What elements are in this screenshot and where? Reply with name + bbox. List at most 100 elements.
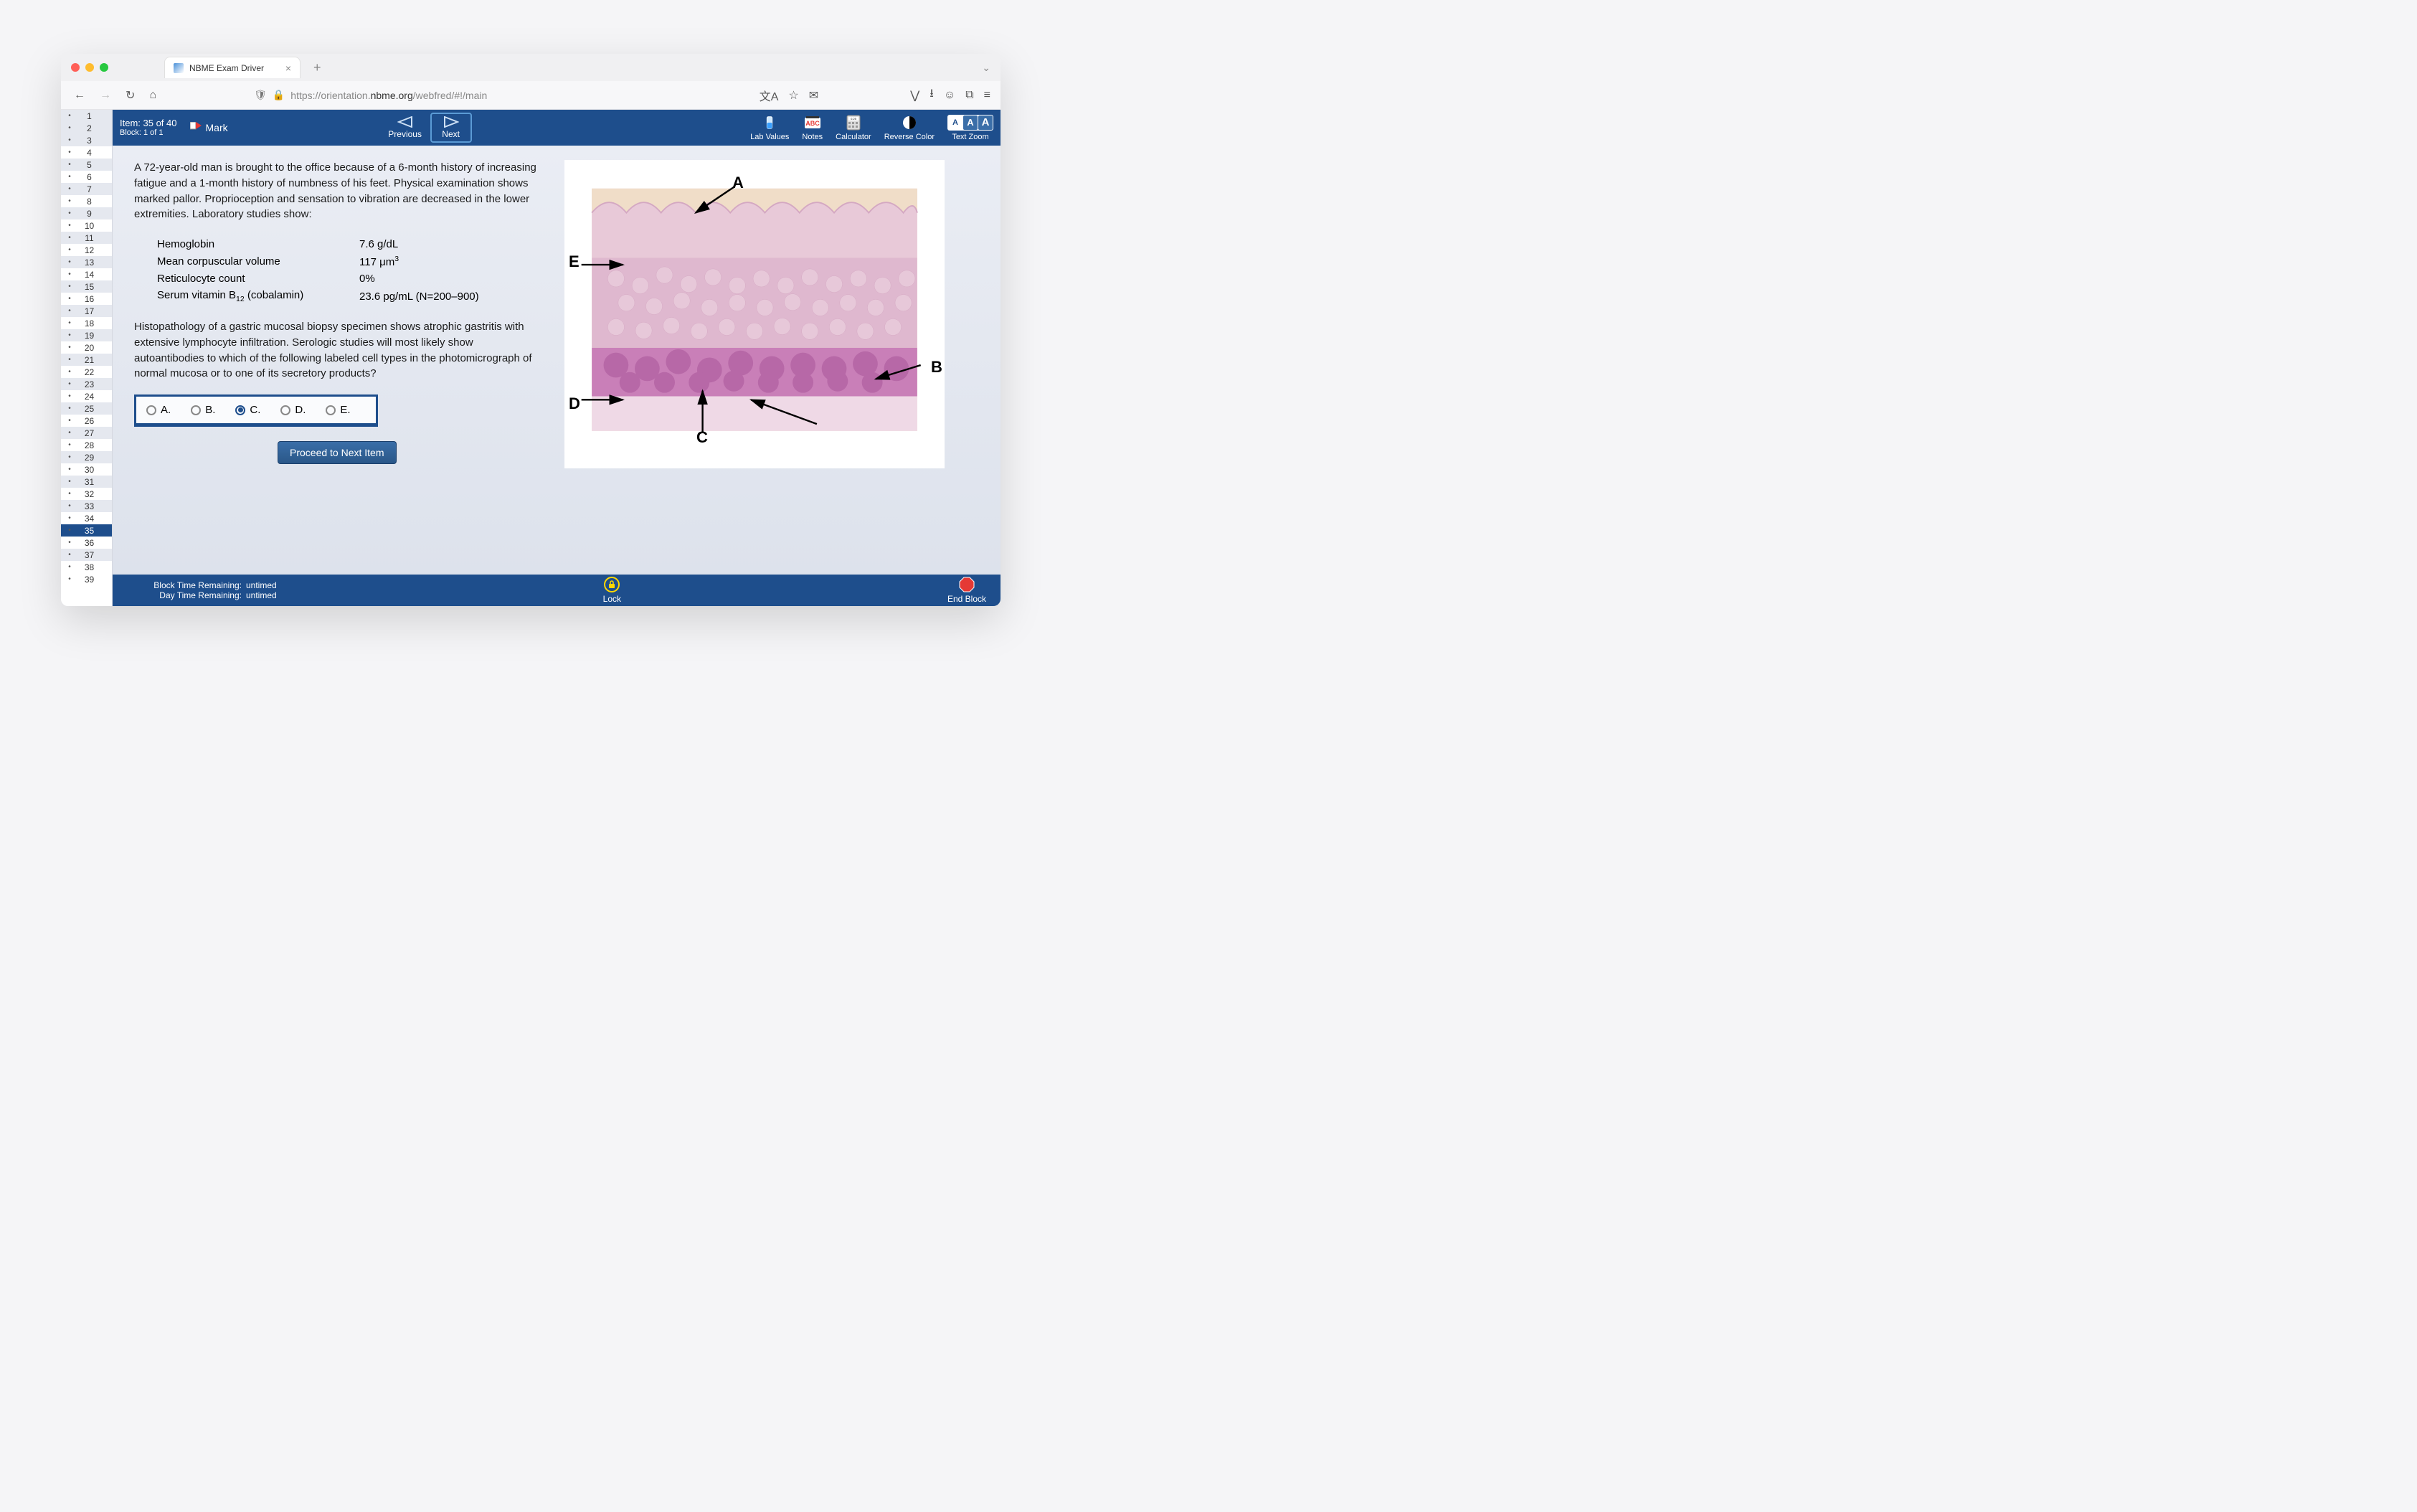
option-label: A. (161, 404, 171, 416)
radio-icon (326, 405, 336, 415)
navigator-item-33[interactable]: •33 (61, 500, 112, 512)
new-tab-button[interactable]: + (306, 60, 328, 75)
navigator-item-37[interactable]: •37 (61, 549, 112, 561)
navigator-item-3[interactable]: •3 (61, 134, 112, 146)
end-block-button[interactable]: End Block (947, 577, 986, 604)
histology-image[interactable]: A B C D E (574, 170, 935, 443)
navigator-item-22[interactable]: •22 (61, 366, 112, 378)
navigator-item-14[interactable]: •14 (61, 268, 112, 280)
menu-icon[interactable]: ≡ (984, 89, 990, 102)
navigator-item-38[interactable]: •38 (61, 561, 112, 573)
exam-topbar: Item: 35 of 40 Block: 1 of 1 Mark Previo… (113, 110, 1001, 146)
translate-icon[interactable]: 文A (760, 87, 779, 104)
svg-text:0.25: 0.25 (851, 117, 857, 121)
reload-button[interactable]: ↻ (123, 85, 138, 105)
navigator-item-7[interactable]: •7 (61, 183, 112, 195)
url-field[interactable]: 🛡 🔒 https://orientation.nbme.org/webfred… (254, 89, 720, 101)
answer-option-E[interactable]: E. (326, 404, 350, 416)
tabs-overflow-icon[interactable]: ⌄ (982, 62, 990, 74)
proceed-button[interactable]: Proceed to Next Item (278, 441, 397, 464)
image-label-b: B (931, 358, 942, 377)
browser-tab[interactable]: NBME Exam Driver × (164, 57, 301, 78)
navigator-item-13[interactable]: •13 (61, 256, 112, 268)
calculator-button[interactable]: 0.25 Calculator (836, 115, 871, 141)
navigator-item-35[interactable]: •35 (61, 524, 112, 537)
minimize-window-icon[interactable] (85, 63, 94, 72)
mark-label: Mark (206, 122, 228, 133)
navigator-item-10[interactable]: •10 (61, 219, 112, 232)
navigator-item-24[interactable]: •24 (61, 390, 112, 402)
extensions-icon[interactable]: ⧉ (965, 89, 973, 102)
calculator-icon: 0.25 (844, 115, 863, 131)
lab-values-button[interactable]: Lab Values (750, 115, 789, 141)
navigator-item-6[interactable]: •6 (61, 171, 112, 183)
stop-icon (959, 577, 975, 592)
answer-option-B[interactable]: B. (191, 404, 215, 416)
block-time-value: untimed (246, 580, 277, 590)
next-button[interactable]: Next (430, 113, 472, 143)
download-icon[interactable]: ⭳ (930, 85, 934, 105)
home-button[interactable]: ⌂ (146, 86, 159, 105)
navigator-item-29[interactable]: •29 (61, 451, 112, 463)
notes-button[interactable]: ABC Notes (802, 115, 823, 141)
lock-button[interactable]: Lock (603, 577, 621, 604)
navigator-item-12[interactable]: •12 (61, 244, 112, 256)
navigator-item-23[interactable]: •23 (61, 378, 112, 390)
navigator-item-28[interactable]: •28 (61, 439, 112, 451)
navigator-item-16[interactable]: •16 (61, 293, 112, 305)
navigator-item-18[interactable]: •18 (61, 317, 112, 329)
mark-button[interactable]: Mark (190, 122, 228, 133)
navigator-item-26[interactable]: •26 (61, 415, 112, 427)
reverse-color-button[interactable]: Reverse Color (884, 115, 935, 141)
navigator-item-30[interactable]: •30 (61, 463, 112, 476)
lab-results-table: Hemoglobin7.6 g/dLMean corpuscular volum… (156, 235, 481, 306)
navigator-item-27[interactable]: •27 (61, 427, 112, 439)
navigator-item-2[interactable]: •2 (61, 122, 112, 134)
navigator-item-34[interactable]: •34 (61, 512, 112, 524)
navigator-item-31[interactable]: •31 (61, 476, 112, 488)
option-label: C. (250, 404, 260, 416)
navigator-item-15[interactable]: •15 (61, 280, 112, 293)
mail-icon[interactable]: ✉ (809, 88, 818, 103)
navigator-item-32[interactable]: •32 (61, 488, 112, 500)
close-window-icon[interactable] (71, 63, 80, 72)
navigator-item-5[interactable]: •5 (61, 159, 112, 171)
navigator-item-17[interactable]: •17 (61, 305, 112, 317)
navigator-item-1[interactable]: •1 (61, 110, 112, 122)
maximize-window-icon[interactable] (100, 63, 108, 72)
forward-button[interactable]: → (97, 86, 114, 105)
image-label-a: A (732, 174, 744, 192)
navigator-item-21[interactable]: •21 (61, 354, 112, 366)
navigator-item-25[interactable]: •25 (61, 402, 112, 415)
day-time-value: untimed (246, 590, 277, 600)
lock-icon: 🔒 (273, 89, 285, 101)
back-button[interactable]: ← (71, 86, 88, 105)
pocket-icon[interactable]: ⋁ (910, 88, 919, 103)
navigator-item-20[interactable]: •20 (61, 341, 112, 354)
tab-title: NBME Exam Driver (189, 63, 264, 73)
text-zoom-control: A A A Text Zoom (947, 115, 993, 141)
contrast-icon (900, 115, 919, 131)
tab-close-icon[interactable]: × (285, 62, 291, 74)
answer-option-A[interactable]: A. (146, 404, 171, 416)
previous-button[interactable]: Previous (384, 113, 426, 143)
radio-icon (280, 405, 290, 415)
lock-label: Lock (603, 594, 621, 604)
navigator-item-19[interactable]: •19 (61, 329, 112, 341)
answer-option-D[interactable]: D. (280, 404, 306, 416)
navigator-item-4[interactable]: •4 (61, 146, 112, 159)
browser-window: NBME Exam Driver × + ⌄ ← → ↻ ⌂ 🛡 🔒 https… (61, 54, 1001, 606)
account-icon[interactable]: ☺ (944, 89, 955, 102)
navigator-item-39[interactable]: •39 (61, 573, 112, 585)
triangle-left-icon (397, 116, 413, 128)
zoom-medium-button[interactable]: A (963, 115, 978, 130)
navigator-item-9[interactable]: •9 (61, 207, 112, 219)
answer-option-C[interactable]: C. (235, 404, 260, 416)
app-content: •1•2•3•4•5•6•7•8•9•10•11•12•13•14•15•16•… (61, 110, 1001, 606)
navigator-item-8[interactable]: •8 (61, 195, 112, 207)
zoom-small-button[interactable]: A (948, 115, 962, 130)
navigator-item-36[interactable]: •36 (61, 537, 112, 549)
navigator-item-11[interactable]: •11 (61, 232, 112, 244)
bookmark-icon[interactable]: ☆ (788, 88, 798, 103)
zoom-large-button[interactable]: A (978, 115, 993, 130)
